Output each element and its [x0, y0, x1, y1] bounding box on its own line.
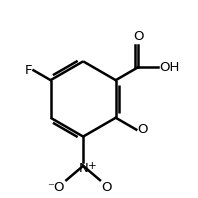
Text: O: O [133, 30, 143, 43]
Text: F: F [25, 64, 32, 77]
Text: O: O [102, 181, 112, 194]
Text: +: + [88, 161, 97, 171]
Text: N: N [78, 162, 88, 175]
Text: O: O [137, 123, 148, 136]
Text: ⁻O: ⁻O [47, 181, 65, 194]
Text: OH: OH [159, 61, 179, 74]
